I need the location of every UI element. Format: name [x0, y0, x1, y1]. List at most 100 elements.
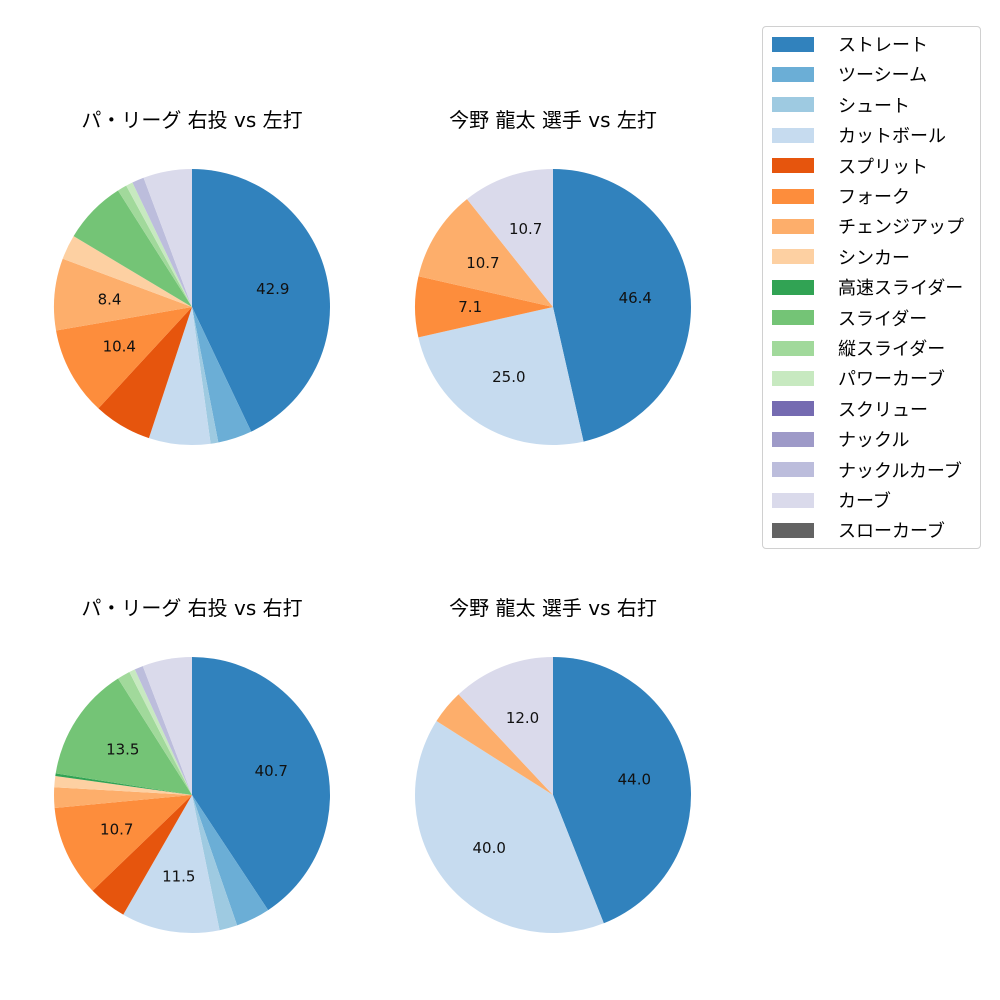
pie-slice [415, 276, 553, 338]
legend-label: 高速スライダー [838, 278, 964, 300]
slice-percent-label: 10.7 [509, 220, 542, 238]
legend-swatch [772, 492, 814, 508]
legend-item: シュート [772, 95, 910, 117]
pie-slice [123, 795, 220, 933]
pie-slice [126, 182, 192, 307]
pie-slice [418, 199, 553, 307]
slice-percent-label: 11.5 [162, 868, 195, 886]
legend-item: スローカーブ [772, 520, 945, 543]
slice-percent-label: 44.0 [618, 770, 651, 788]
legend-label: スクリュー [838, 399, 928, 421]
legend-item: スライダー [772, 308, 928, 330]
pie-slice [132, 177, 192, 307]
slice-percent-label: 25.0 [492, 368, 525, 386]
legend-label: 縦スライダー [838, 339, 946, 360]
pie-slice [418, 307, 584, 445]
legend-item: カーブ [772, 490, 891, 512]
pie-slice [148, 307, 211, 446]
legend-item: シンカー [772, 247, 910, 269]
pie-slice [55, 678, 193, 795]
legend-swatch [772, 340, 814, 356]
slice-percent-label: 13.5 [106, 741, 139, 759]
legend-swatch [772, 249, 814, 265]
legend-item: チェンジアップ [772, 216, 964, 239]
chart-title: パ・リーグ 右投 vs 右打 [81, 596, 303, 620]
legend-label: シンカー [838, 247, 910, 269]
legend-item: スプリット [772, 156, 928, 178]
legend-swatch [772, 127, 814, 143]
legend-label: ナックルカーブ [838, 460, 962, 482]
legend-label: スプリット [838, 156, 928, 178]
pie-slice [466, 169, 553, 307]
legend-swatch [772, 431, 814, 447]
legend-swatch [772, 158, 814, 174]
pie-chart: 42.9 10.4 8.4 [53, 169, 330, 446]
slice-percent-label: 42.9 [256, 280, 289, 298]
pie-slice [118, 672, 192, 795]
legend-item: スクリュー [772, 399, 928, 421]
legend-label: シュート [838, 95, 910, 117]
pie-slice [53, 258, 192, 331]
slice-percent-label: 7.1 [458, 298, 482, 316]
legend-item: 縦スライダー [772, 338, 946, 360]
legend-swatch [772, 188, 814, 204]
legend-swatch [772, 279, 814, 295]
legend-label: フォーク [838, 187, 910, 208]
legend-swatch [772, 522, 814, 538]
pie-slice [55, 773, 193, 795]
legend-label: カットボール [838, 126, 946, 148]
slice-percent-label: 46.4 [619, 289, 652, 307]
legend-swatch [772, 66, 814, 82]
legend-swatch [772, 370, 814, 386]
pie-slice [54, 787, 192, 808]
pie-slice [54, 795, 192, 891]
slice-percent-label: 12.0 [506, 709, 539, 727]
pie-slice [436, 694, 553, 795]
pie-slice [192, 657, 331, 911]
pie-slice [192, 307, 252, 443]
legend-swatch [772, 97, 814, 113]
pie-slice [192, 795, 269, 926]
legend-swatch [772, 462, 814, 478]
chart-title: 今野 龍太 選手 vs 左打 [449, 108, 657, 132]
pie-chart: 40.7 11.5 10.7 13.5 [54, 657, 331, 933]
pie-slice [73, 190, 192, 307]
slice-percent-label: 10.4 [103, 338, 136, 356]
legend-label: ツーシーム [838, 65, 928, 87]
legend-label: カーブ [838, 491, 891, 512]
legend-swatch [772, 310, 814, 326]
legend-item: 高速スライダー [772, 277, 964, 300]
legend-label: パワーカーブ [838, 369, 945, 391]
pie-slice [98, 307, 192, 439]
chart-title: 今野 龍太 選手 vs 右打 [449, 596, 657, 620]
legend: ストレートツーシームシュートカットボール スプリットフォークチェンジアップ シンカー… [762, 26, 981, 549]
pie-slice [192, 169, 330, 432]
pie-slice [553, 169, 691, 442]
pie-chart: 44.0 40.0 12.0 [414, 657, 691, 933]
legend-label: ナックル [838, 430, 910, 452]
legend-item: フォーク [772, 186, 910, 208]
legend-label: ストレート [838, 35, 928, 56]
legend-label: スローカーブ [838, 521, 945, 543]
slice-percent-label: 40.0 [472, 839, 505, 857]
legend-item: カットボール [772, 125, 946, 148]
legend-item: ナックルカーブ [772, 460, 962, 482]
legend-swatch [772, 218, 814, 234]
pie-slice [458, 657, 553, 795]
legend-item: パワーカーブ [772, 368, 945, 391]
legend-swatch [772, 36, 814, 52]
legend-label: チェンジアップ [838, 217, 964, 239]
pie-slice [134, 666, 192, 795]
slice-percent-label: 40.7 [255, 762, 288, 780]
slice-percent-label: 10.7 [466, 254, 499, 272]
pie-slice [143, 169, 192, 307]
legend-label: スライダー [838, 308, 928, 330]
pie-slice [414, 721, 604, 933]
pie-slice [192, 307, 219, 444]
pie-slice [192, 795, 238, 931]
pie-slice [142, 657, 192, 795]
slice-percent-label: 8.4 [98, 290, 122, 308]
pie-slice [92, 795, 192, 915]
legend-item: ストレート [772, 34, 928, 56]
legend-swatch [772, 401, 814, 417]
